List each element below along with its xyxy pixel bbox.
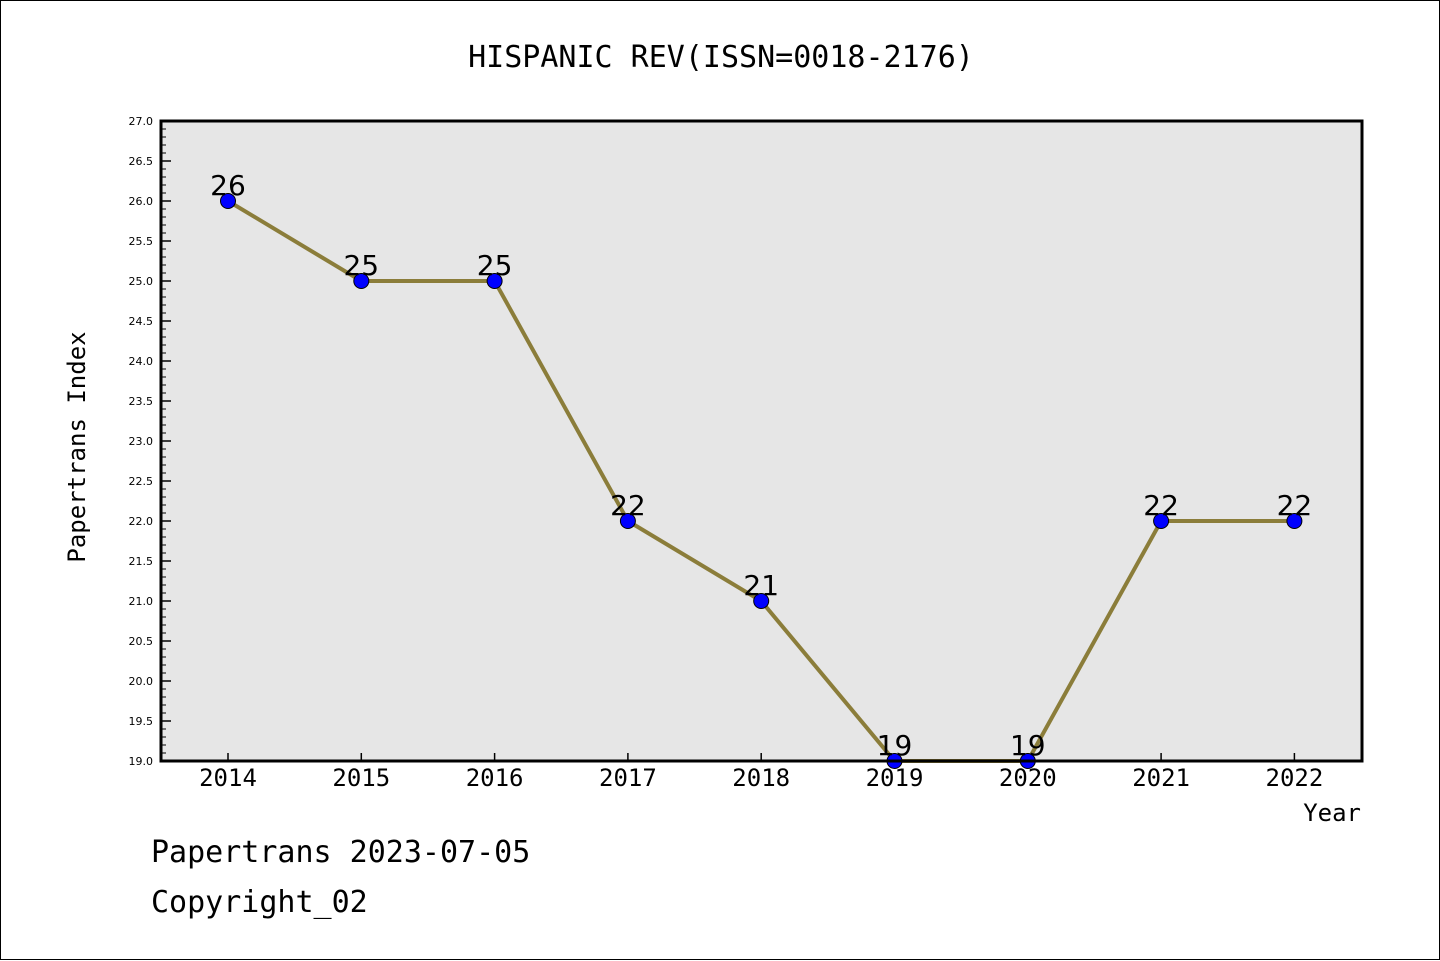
data-label: 22 [1143, 489, 1179, 522]
data-label: 21 [743, 569, 779, 602]
data-label: 22 [1277, 489, 1313, 522]
y-tick-label: 21.5 [129, 555, 154, 568]
data-label: 19 [1010, 729, 1046, 762]
footer-copyright: Copyright_02 [151, 885, 368, 920]
x-axis-label: Year [1303, 799, 1361, 827]
data-labels: 26 25 25 22 21 19 19 22 22 [210, 169, 1312, 762]
y-tick-label: 26.0 [129, 195, 154, 208]
x-axis-ticks: 2014 2015 2016 2017 2018 2019 2020 2021 2022 [199, 753, 1323, 792]
y-tick-label: 22.5 [129, 475, 154, 488]
data-label: 19 [877, 729, 913, 762]
y-tick-label: 23.5 [129, 395, 154, 408]
y-tick-label: 19.0 [129, 755, 154, 768]
y-tick-label: 19.5 [129, 715, 154, 728]
y-tick-label: 27.0 [129, 115, 154, 128]
y-tick-label: 20.5 [129, 635, 154, 648]
data-point [1286, 513, 1303, 529]
y-tick-label: 25.0 [129, 275, 154, 288]
plot-border [159, 119, 1364, 763]
y-tick-label: 23.0 [129, 435, 154, 448]
y-tick-label: 25.5 [129, 235, 154, 248]
y-tick-label: 20.0 [129, 675, 154, 688]
data-point [753, 593, 770, 609]
x-tick-label: 2016 [466, 764, 524, 792]
footer-source: Papertrans 2023-07-05 [151, 835, 531, 870]
chart-title: HISPANIC REV(ISSN=0018-2176) [468, 40, 974, 75]
plot-area [161, 121, 1362, 761]
data-label: 26 [210, 169, 246, 202]
data-point [486, 273, 503, 289]
data-label: 25 [477, 249, 513, 282]
y-axis-label: Papertrans Index [63, 331, 91, 562]
data-point [220, 193, 236, 209]
y-tick-label: 24.0 [129, 355, 154, 368]
x-tick-label: 2022 [1266, 764, 1324, 792]
y-axis-ticks: 19.0 19.5 20.0 20.5 21.0 21.5 22.0 22.5 23.0 23.5… [129, 115, 171, 768]
y-tick-label: 24.5 [129, 315, 154, 328]
x-tick-label: 2014 [199, 764, 257, 792]
y-tick-label: 22.0 [129, 515, 154, 528]
data-label: 22 [610, 489, 646, 522]
y-tick-label: 21.0 [129, 595, 154, 608]
x-tick-label: 2017 [599, 764, 657, 792]
data-point [353, 273, 370, 289]
x-tick-label: 2018 [732, 764, 790, 792]
y-tick-label: 26.5 [129, 155, 154, 168]
data-point [1153, 513, 1170, 529]
x-tick-label: 2015 [332, 764, 390, 792]
data-label: 25 [343, 249, 379, 282]
data-point [619, 513, 636, 529]
x-tick-label: 2021 [1132, 764, 1190, 792]
